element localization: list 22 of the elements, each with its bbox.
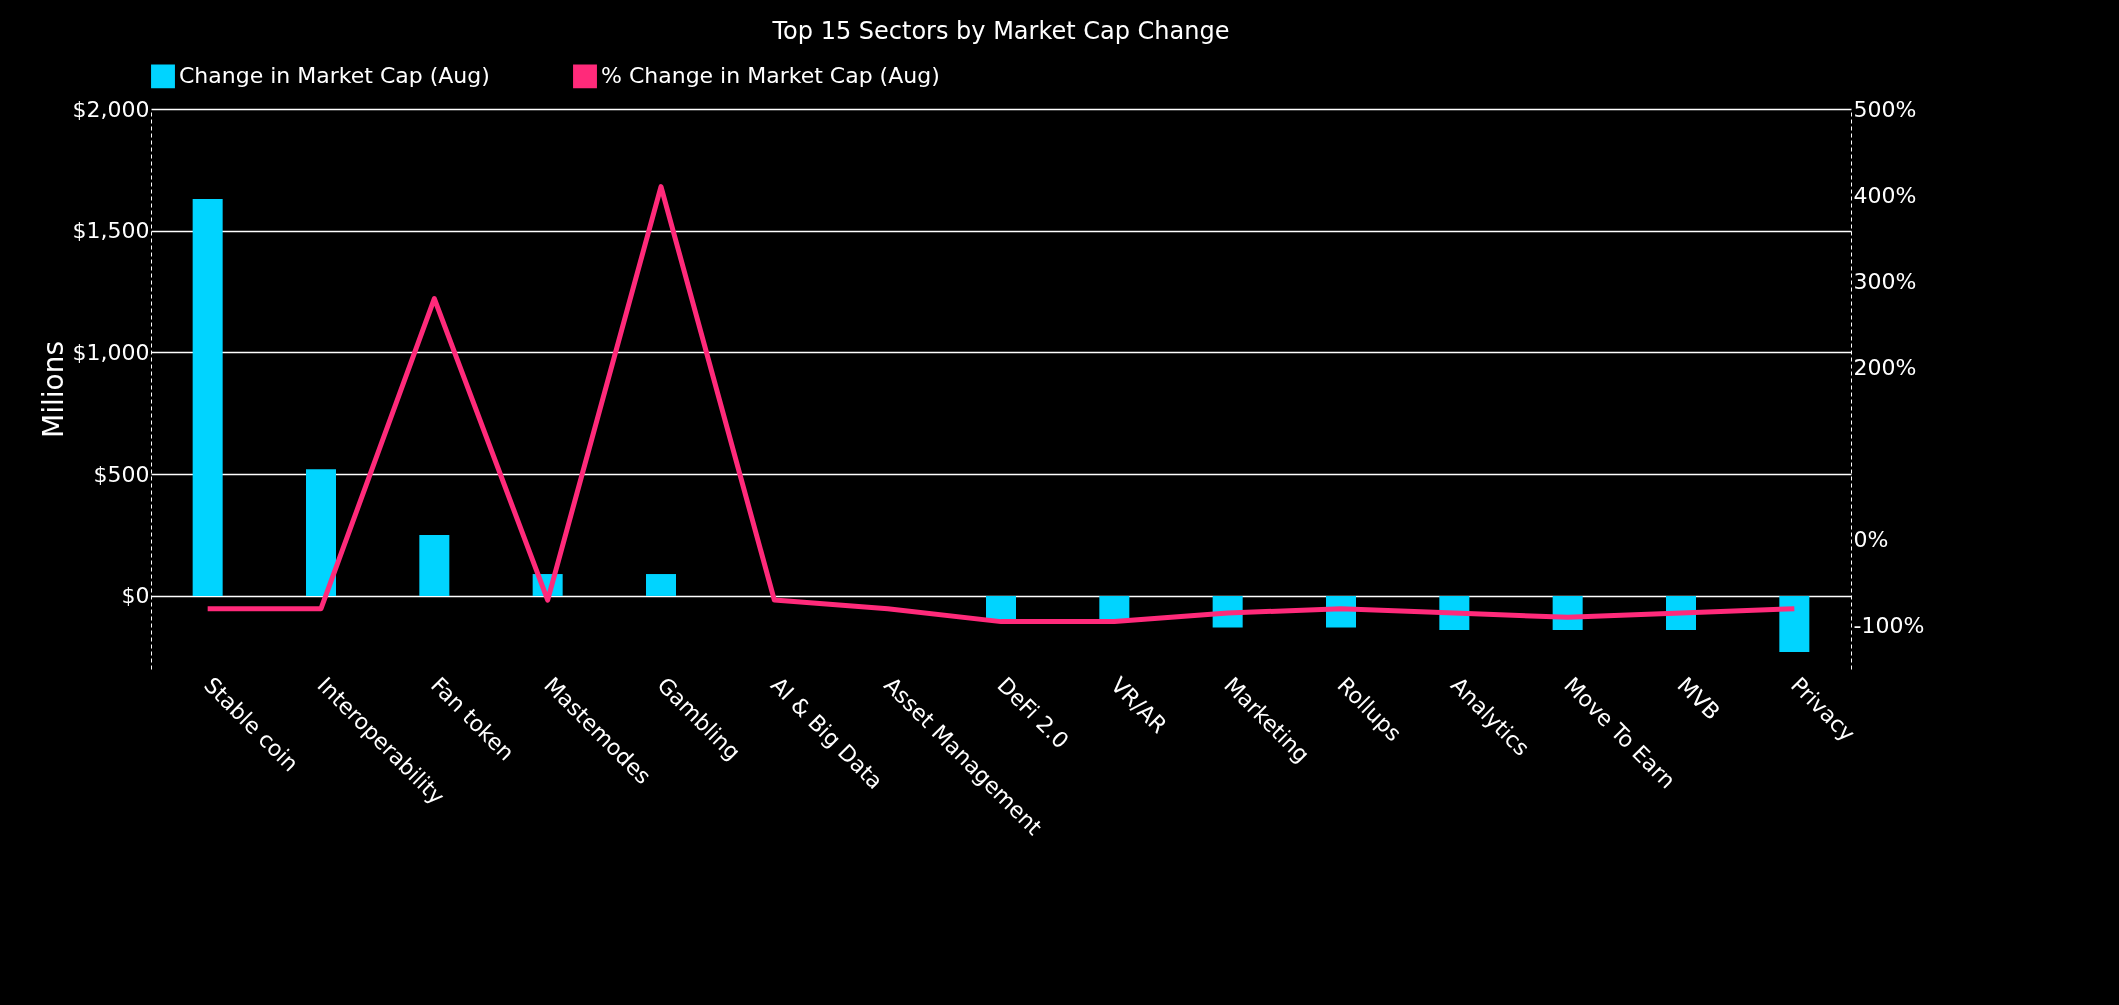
bar (1779, 595, 1810, 652)
chart-title: Top 15 Sectors by Market Cap Change (771, 17, 1230, 45)
bar (419, 535, 450, 596)
y2-tick-label: 500% (1853, 96, 1917, 122)
y2-tick-label: 300% (1853, 268, 1917, 294)
legend-label: Change in Market Cap (Aug) (179, 63, 490, 89)
bar (646, 574, 676, 596)
y-tick-label: $0 (121, 583, 150, 609)
y-tick-label: $500 (93, 461, 150, 487)
y-axis-title: Milions (36, 341, 70, 438)
bar (306, 469, 336, 596)
bar (986, 595, 1016, 621)
y-tick-label: $1,500 (72, 218, 150, 244)
y2-tick-label: 200% (1853, 354, 1917, 380)
bar (1099, 595, 1130, 621)
y-tick-label: $2,000 (72, 96, 150, 122)
legend-label: % Change in Market Cap (Aug) (601, 63, 940, 89)
y-tick-label: $1,000 (72, 339, 150, 365)
y2-tick-label: 0% (1853, 527, 1889, 553)
y2-tick-label: -100% (1853, 613, 1925, 639)
y2-tick-label: 400% (1853, 182, 1917, 208)
bar (192, 199, 223, 596)
